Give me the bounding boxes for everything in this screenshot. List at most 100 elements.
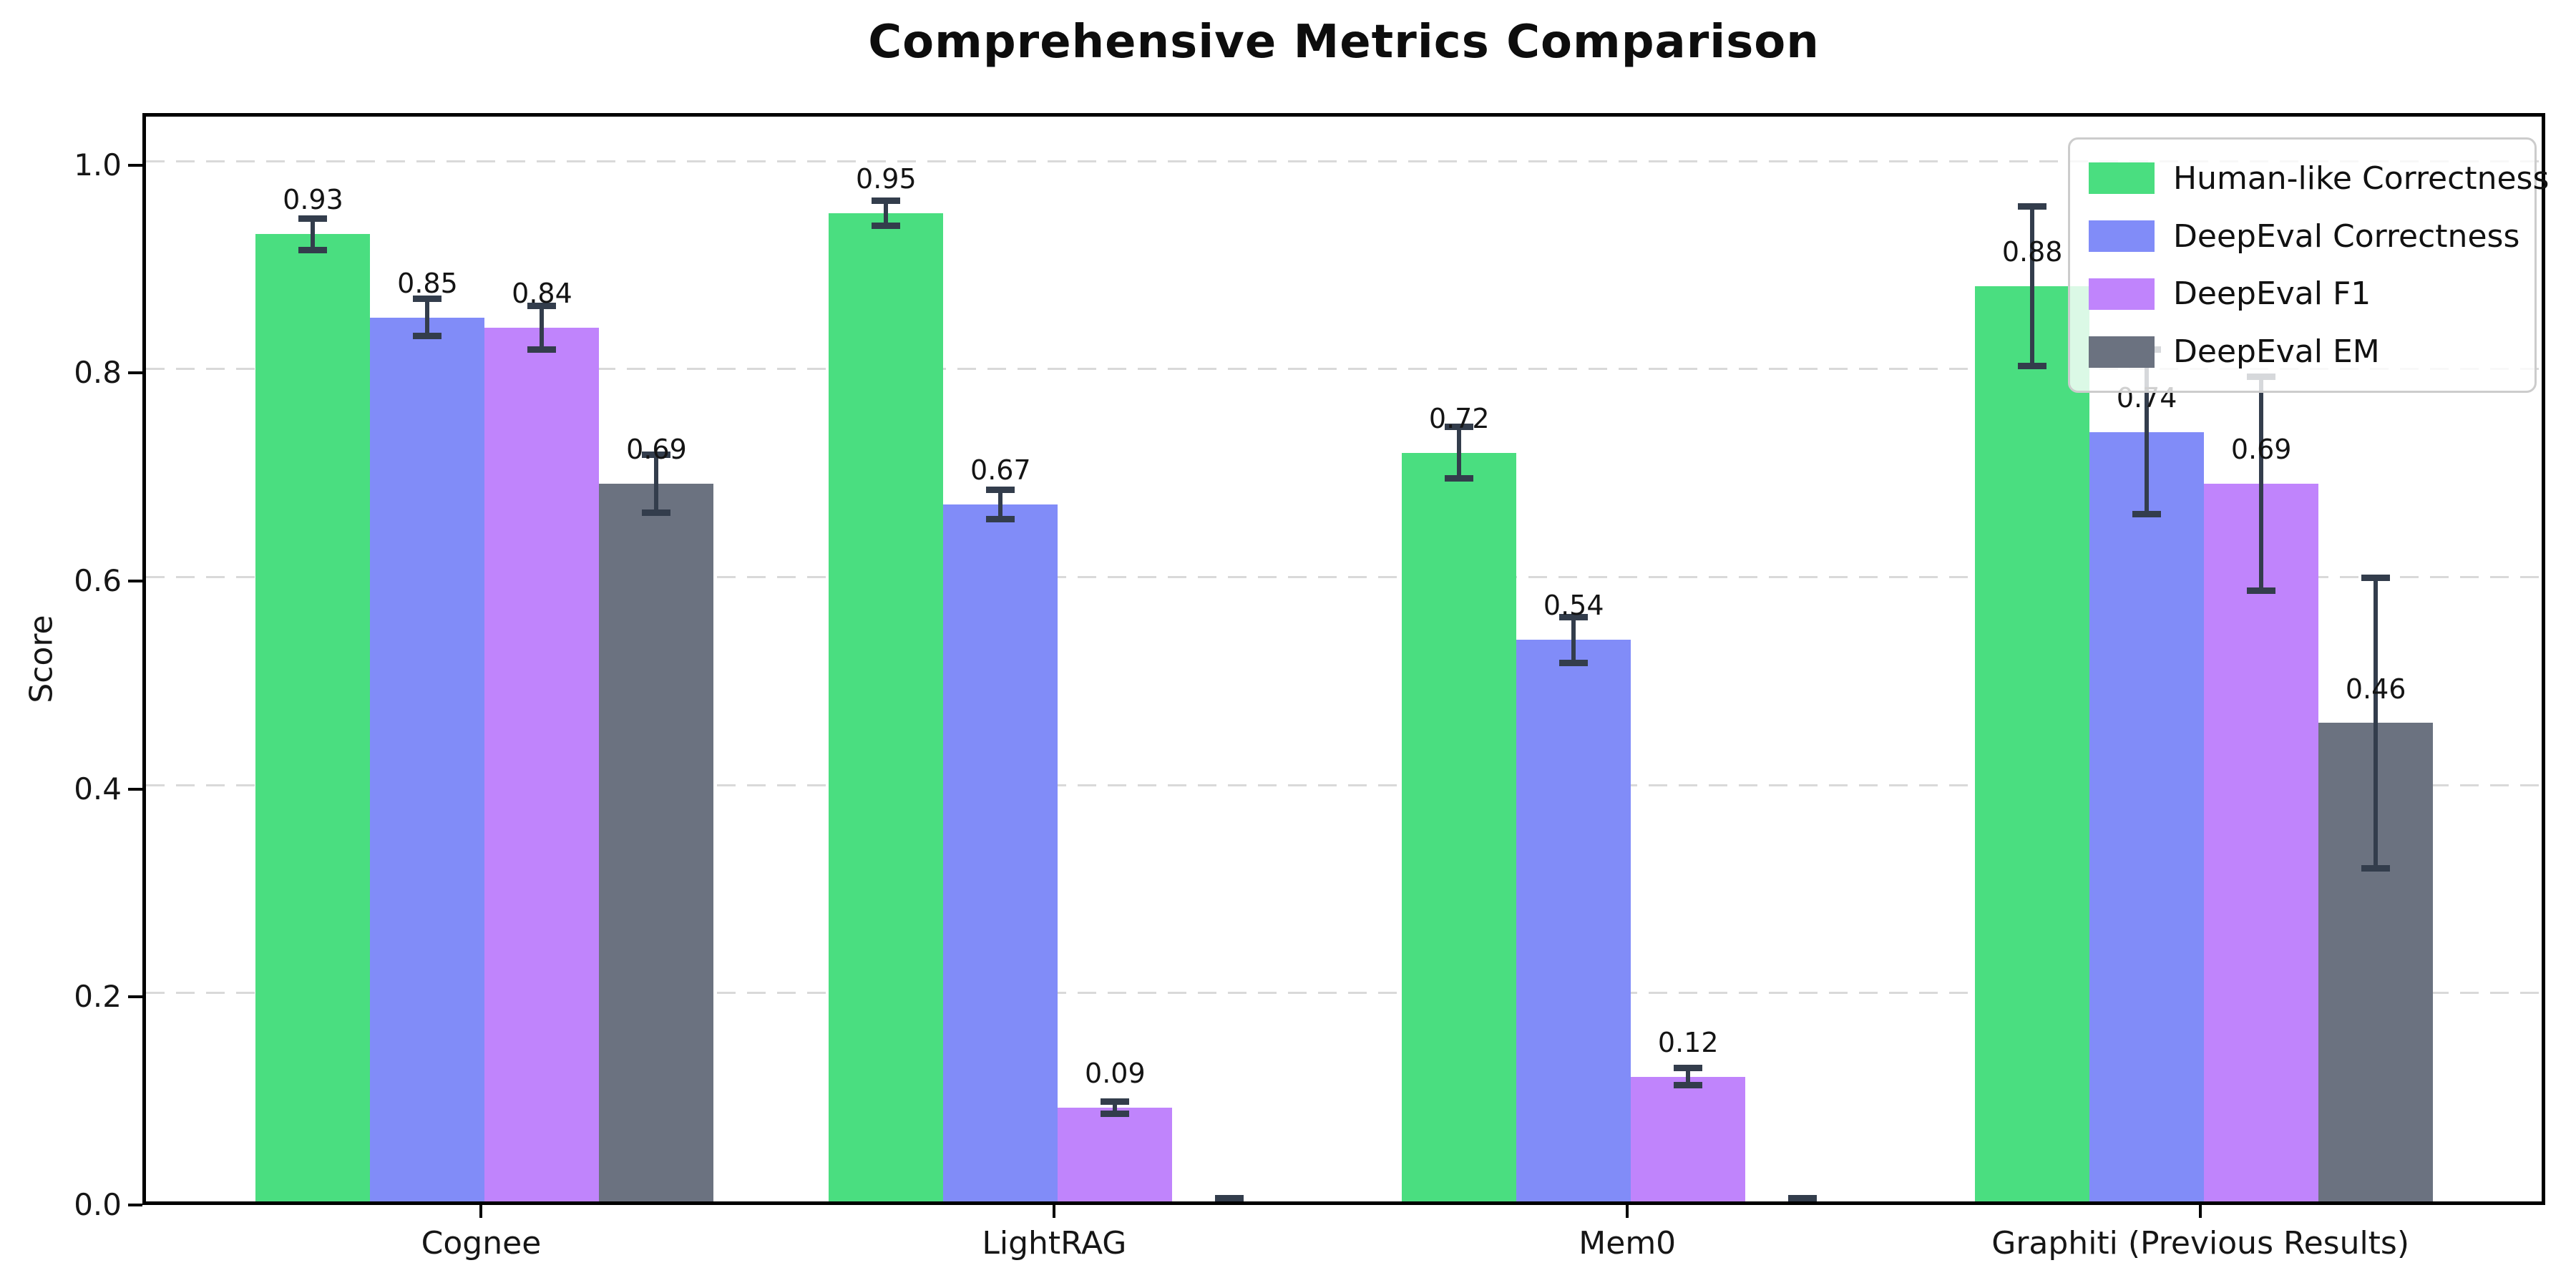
x-tick-label: Cognee [421,1225,542,1262]
x-tick-mark [2199,1205,2202,1218]
y-tick-label: 0.6 [74,563,122,598]
error-bar-cap-top [413,296,442,303]
bar-value-label: 0.46 [2345,673,2406,705]
legend-swatch-icon [2089,162,2155,195]
error-bar-line [884,200,889,226]
x-tick-label: LightRAG [982,1225,1127,1262]
x-tick-mark [1053,1205,1056,1218]
error-bar-cap-top [986,487,1015,494]
legend-item: DeepEval EM [2089,333,2516,370]
error-bar-cap-bottom [1101,1111,1130,1118]
error-bar-line [2145,349,2150,514]
error-bar-cap-top [1445,423,1474,430]
bar-deepeval-f1 [2204,484,2319,1201]
bar-deepeval-correctness [943,504,1058,1201]
bar-value-label: 0.12 [1657,1026,1719,1058]
error-bar-line [1686,1068,1691,1085]
y-tick-mark [128,580,142,582]
error-bar-cap-top [642,452,671,459]
error-bar-cap-bottom [1445,475,1474,482]
legend-swatch-icon [2089,220,2155,253]
legend-item: DeepEval F1 [2089,275,2516,312]
bar-value-label: 0.67 [970,454,1031,487]
error-bar-cap-top [2018,203,2047,210]
gridline [146,992,2542,995]
error-bar-line [2373,577,2379,869]
error-bar-line [425,298,430,336]
y-tick-label: 0.0 [74,1187,122,1222]
bar-value-label: 0.85 [397,267,458,299]
y-tick-label: 0.4 [74,771,122,806]
bar-deepeval-correctness [2089,431,2205,1201]
legend-label: Human-like Correctness [2173,160,2550,197]
gridline [146,784,2542,786]
gridline [146,368,2542,371]
error-bar-cap-top [1559,613,1589,620]
bar-value-label: 0.69 [626,434,687,466]
legend-swatch-icon [2089,336,2155,368]
error-bar-line [1457,426,1462,479]
error-bar-cap-bottom [2361,865,2391,872]
x-tick-mark [1626,1205,1629,1218]
y-tick-mark [128,787,142,791]
y-axis-label: Score [23,615,60,703]
x-tick-label: Mem0 [1579,1225,1677,1262]
error-bar-cap-bottom [527,346,557,353]
error-bar-cap-top [872,197,901,205]
error-bar-line [2030,206,2035,366]
bar-value-label: 0.84 [512,278,572,310]
error-bar-cap-bottom [413,333,442,340]
bar-value-label: 0.69 [2230,434,2292,466]
x-tick-label: Graphiti (Previous Results) [1991,1225,2410,1262]
legend: Human-like Correctness DeepEval Correctne… [2068,137,2549,393]
bar-human-like-correctness [1402,452,1517,1201]
bar-human-like-correctness [829,213,944,1201]
y-tick-label: 0.2 [74,979,122,1015]
error-bar-cap-top [1674,1065,1703,1072]
error-bar-line [998,489,1003,519]
error-bar-cap-top [1788,1195,1818,1201]
y-tick-mark [128,995,142,999]
error-bar-cap-bottom [1788,1201,1817,1205]
error-bar-cap-bottom [2132,510,2162,517]
error-bar-line [2259,376,2264,591]
y-tick-mark [128,163,142,167]
bar-deepeval-f1 [1058,1108,1173,1201]
error-bar-line [540,306,545,350]
error-bar-line [311,218,316,250]
error-bar-cap-bottom [298,246,328,253]
error-bar-cap-bottom [872,223,901,230]
bar-human-like-correctness [255,234,371,1201]
error-bar-cap-top [298,215,328,223]
error-bar-cap-bottom [1215,1201,1244,1205]
y-tick-label: 0.8 [74,355,122,391]
error-bar-line [1113,1101,1118,1114]
error-bar-cap-top [527,303,557,310]
error-bar-cap-bottom [1674,1081,1703,1088]
y-tick-mark [128,1204,142,1206]
bar-value-label: 0.09 [1085,1058,1146,1090]
legend-item: DeepEval Correctness [2089,218,2520,255]
error-bar-line [654,454,659,513]
bar-value-label: 0.54 [1543,590,1604,622]
bar-value-label: 0.95 [856,163,917,195]
error-bar-cap-bottom [2247,587,2276,595]
y-tick-mark [128,371,142,375]
bar-deepeval-f1 [1631,1076,1746,1201]
bar-value-label: 0.88 [2001,236,2063,268]
bar-deepeval-correctness [1516,640,1631,1201]
error-bar-cap-bottom [1559,659,1589,666]
legend-label: DeepEval EM [2173,333,2380,371]
legend-label: DeepEval Correctness [2173,218,2520,255]
bar-deepeval-em [599,484,714,1201]
error-bar-line [1571,617,1576,663]
bar-deepeval-f1 [484,328,600,1201]
legend-label: DeepEval F1 [2173,275,2371,313]
legend-swatch-icon [2089,278,2155,310]
error-bar-cap-bottom [642,509,671,517]
gridline [146,576,2542,578]
legend-item: Human-like Correctness [2089,160,2549,197]
gridline [146,160,2542,162]
bar-deepeval-correctness [370,317,485,1201]
